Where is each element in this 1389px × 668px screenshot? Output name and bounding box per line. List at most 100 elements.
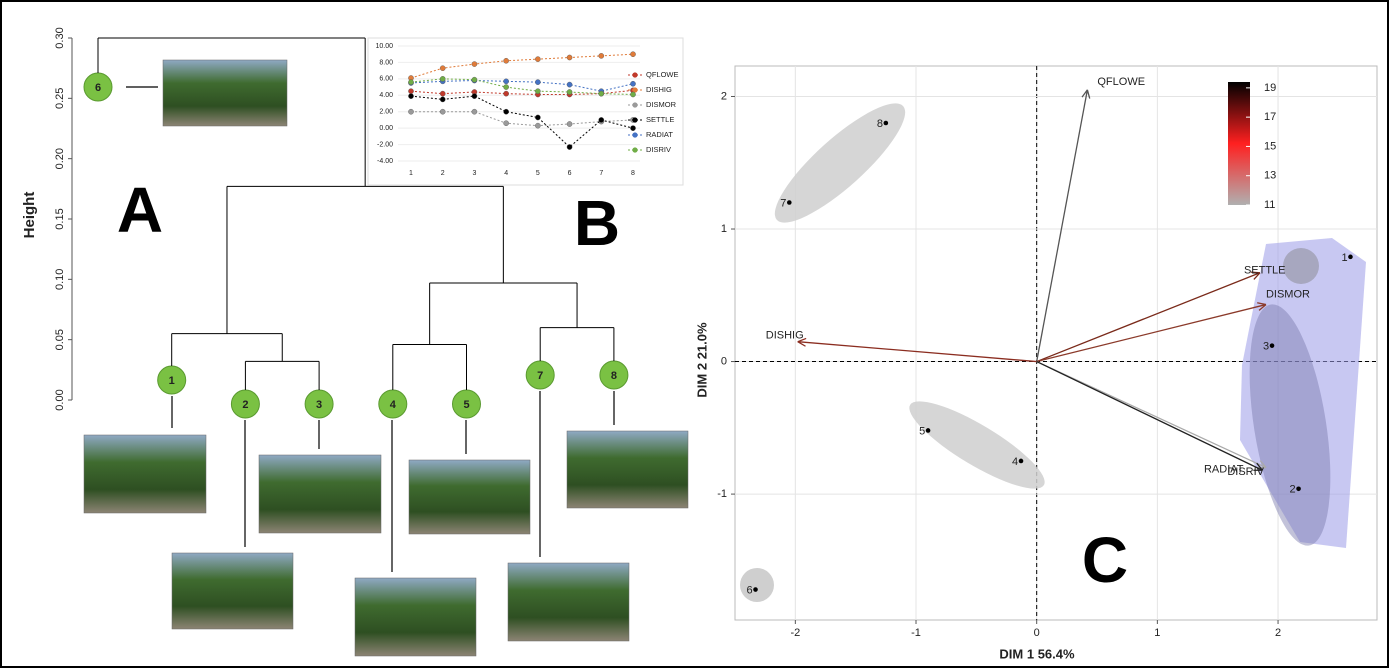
point [630, 52, 635, 57]
point [472, 77, 477, 82]
leaf-label: 2 [242, 399, 248, 411]
point [440, 97, 445, 102]
photo [84, 435, 206, 513]
point [504, 79, 509, 84]
y-tick-label: 10.00 [375, 43, 393, 50]
point [787, 200, 792, 205]
point [630, 126, 635, 131]
point [630, 81, 635, 86]
y-tick-label: 0.30 [54, 27, 66, 48]
y-tick-label: 0.00 [379, 125, 393, 132]
point [408, 80, 413, 85]
vector-label: DISMOR [1266, 288, 1310, 300]
x-tick-label: 2 [441, 170, 445, 177]
group-ellipse [1283, 248, 1319, 284]
colorbar-tick-label: 11 [1264, 199, 1275, 211]
legend-label: QFLOWE [646, 70, 679, 79]
photo [508, 563, 629, 641]
point [472, 61, 477, 66]
leaf-label: 1 [169, 375, 175, 387]
y-tick-label: 0.15 [54, 208, 66, 229]
point-label: 2 [1290, 484, 1296, 496]
point [567, 82, 572, 87]
y-tick-label: 0 [721, 355, 727, 367]
vector-label: DISRIV [1227, 466, 1264, 478]
legend-marker [632, 147, 637, 152]
point [472, 109, 477, 114]
legend-label: SETTLE [646, 115, 674, 124]
point [408, 89, 413, 94]
point [1348, 255, 1353, 260]
colorbar-tick-label: 19 [1264, 82, 1276, 94]
y-tick-label: 0.00 [54, 389, 66, 410]
photo [172, 553, 293, 629]
legend-marker [632, 102, 637, 107]
legend-label: DISMOR [646, 100, 677, 109]
point [599, 53, 604, 58]
figure: Height DIM 1 56.4% DIM 2 21.0% 0.000.050… [0, 0, 1389, 668]
point-label: 1 [1341, 252, 1347, 264]
point [884, 121, 889, 126]
point-label: 7 [780, 197, 786, 209]
point [599, 91, 604, 96]
point-label: 4 [1012, 456, 1018, 468]
colorbar-tick-label: 17 [1264, 111, 1276, 123]
x-tick-label: 7 [599, 170, 603, 177]
leaf-label: 5 [463, 399, 469, 411]
y-tick-label: 0.10 [54, 269, 66, 290]
point [1019, 459, 1024, 464]
y-tick-label: -2.00 [377, 141, 393, 148]
point [472, 94, 477, 99]
panel-label: B [574, 187, 620, 259]
leaf-label: 4 [390, 399, 397, 411]
point [535, 80, 540, 85]
vector-label: QFLOWE [1097, 76, 1145, 88]
legend-label: DISHIG [646, 85, 672, 94]
x-tick-label: 3 [472, 170, 476, 177]
y-tick-label: -4.00 [377, 158, 393, 165]
point [1270, 343, 1275, 348]
y-tick-label: 2.00 [379, 109, 393, 116]
x-tick-label: 1 [409, 170, 413, 177]
point [926, 428, 931, 433]
leaf-label: 7 [537, 370, 543, 382]
colorbar-tick-label: 15 [1264, 140, 1276, 152]
point [408, 94, 413, 99]
point-label: 3 [1263, 341, 1269, 353]
photo [163, 60, 287, 126]
legend-marker [632, 117, 637, 122]
x-tick-label: 6 [568, 170, 572, 177]
photo [567, 431, 688, 508]
y-tick-label: 4.00 [379, 92, 393, 99]
y-tick-label: 0.25 [54, 88, 66, 109]
photo [355, 578, 476, 656]
y-tick-label: 0.05 [54, 329, 66, 350]
panel-label: A [117, 174, 163, 246]
legend-marker [632, 72, 637, 77]
x-tick-label: 2 [1275, 627, 1281, 639]
y-axis-title: Height [21, 192, 38, 239]
point [1296, 486, 1301, 491]
point [440, 109, 445, 114]
point-label: 5 [919, 425, 925, 437]
legend-label: RADIAT [646, 130, 673, 139]
group-ellipse [740, 568, 774, 602]
leaf-label: 8 [611, 370, 617, 382]
point [408, 109, 413, 114]
leaf-label: 3 [316, 399, 322, 411]
y-tick-label: 0.20 [54, 148, 66, 169]
point [630, 92, 635, 97]
photo [409, 460, 530, 534]
point [535, 115, 540, 120]
point [535, 123, 540, 128]
point [504, 109, 509, 114]
legend-label: DISRIV [646, 145, 671, 154]
point [753, 587, 758, 592]
y-tick-label: 1 [721, 223, 727, 235]
point [567, 89, 572, 94]
x-tick-label: 4 [504, 170, 508, 177]
point [535, 57, 540, 62]
y-tick-label: 6.00 [379, 76, 393, 83]
vector-label: SETTLE [1244, 265, 1286, 277]
x-tick-label: -1 [911, 627, 921, 639]
